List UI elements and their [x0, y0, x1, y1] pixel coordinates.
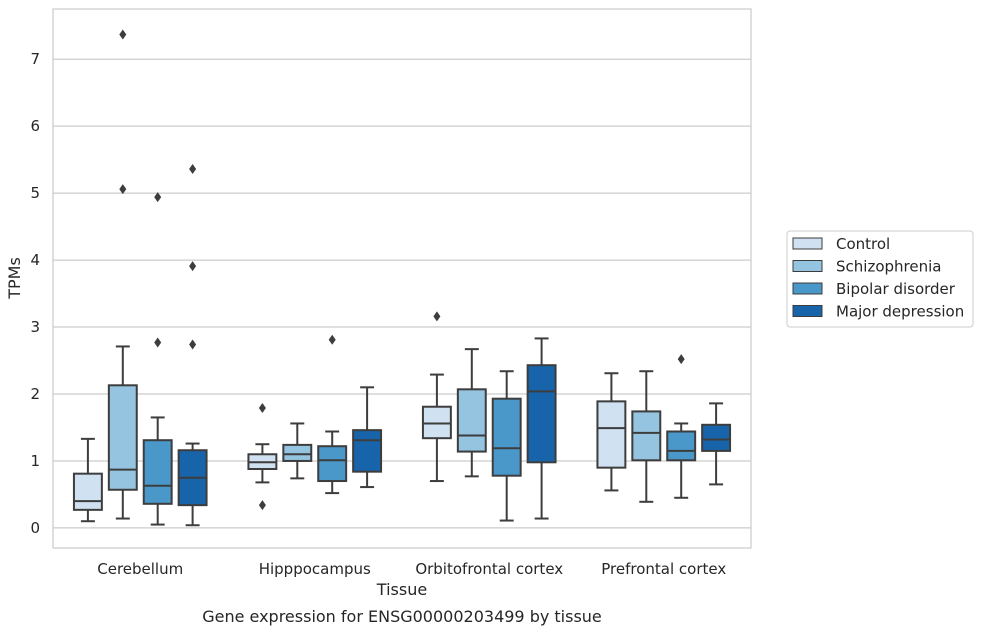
outlier-marker [258, 403, 266, 414]
y-tick-labels: 0 1 2 3 4 5 6 7 [30, 50, 40, 537]
box-plot [282, 422, 313, 480]
y-tick-label: 7 [30, 50, 40, 68]
x-tick-label: Orbitofrontal cortex [415, 560, 563, 578]
x-tick-label: Cerebellum [97, 560, 183, 578]
y-tick-label: 5 [30, 184, 40, 202]
box-plot [526, 337, 557, 520]
box-iqr [666, 430, 697, 462]
box-plot [701, 402, 732, 486]
outlier-marker [328, 334, 336, 345]
outlier-marker [677, 354, 685, 365]
box-plot [596, 372, 627, 492]
box-iqr [142, 439, 173, 505]
box-iqr [631, 410, 662, 462]
y-tick-label: 4 [30, 251, 40, 269]
x-tick-labels: Cerebellum Hipppocampus Orbitofrontal cort… [97, 560, 726, 578]
y-tick-label: 6 [30, 117, 40, 135]
outlier-marker [189, 164, 197, 175]
legend-label: Schizophrenia [836, 258, 941, 276]
legend-swatch [792, 282, 823, 295]
box-plot [421, 311, 452, 483]
box-iqr [526, 364, 557, 464]
box-plot [666, 354, 697, 499]
outlier-marker [189, 339, 197, 350]
legend-label: Bipolar disorder [836, 280, 956, 298]
outlier-marker [119, 184, 127, 195]
box-plot [142, 192, 173, 526]
box-plot [107, 29, 138, 520]
legend: Control Schizophrenia Bipolar disorder Majo… [786, 230, 974, 328]
box-iqr [282, 443, 313, 462]
y-axis-title: TPMs [5, 257, 24, 300]
plot-frame [52, 8, 752, 549]
x-axis-title: Tissue [376, 580, 427, 599]
x-tick-label: Hipppocampus [259, 560, 371, 578]
box-plot [352, 386, 383, 489]
chart-caption: Gene expression for ENSG00000203499 by t… [202, 607, 602, 626]
box-plot [72, 437, 103, 523]
box-iqr [107, 384, 138, 491]
box-plot [177, 164, 208, 527]
y-tick-label: 1 [30, 452, 40, 470]
box-iqr [701, 423, 732, 452]
outlier-marker [154, 192, 162, 203]
box-plot [247, 403, 278, 511]
box-plot [456, 348, 487, 478]
box-iqr [352, 429, 383, 473]
box-iqr [456, 388, 487, 453]
box-iqr [72, 472, 103, 511]
y-tick-label: 0 [30, 519, 40, 537]
box-iqr [421, 405, 452, 440]
legend-swatch [792, 237, 823, 250]
outlier-marker [154, 337, 162, 348]
outlier-marker [433, 311, 441, 322]
outlier-marker [258, 500, 266, 511]
box-iqr [491, 397, 522, 477]
box-layer [72, 29, 732, 527]
y-tick-label: 2 [30, 385, 40, 403]
legend-swatch [792, 305, 823, 317]
box-iqr [317, 445, 348, 483]
legend-label: Major depression [836, 303, 964, 321]
box-plot [317, 334, 348, 495]
legend-swatch [792, 260, 823, 272]
y-tick-label: 3 [30, 318, 40, 336]
outlier-marker [119, 29, 127, 40]
box-iqr [596, 400, 627, 469]
x-tick-label: Prefrontal cortex [601, 560, 726, 578]
box-plot [631, 370, 662, 503]
legend-frame [786, 230, 974, 328]
box-plot [491, 370, 522, 522]
outlier-marker [189, 261, 197, 272]
legend-label: Control [836, 235, 890, 253]
